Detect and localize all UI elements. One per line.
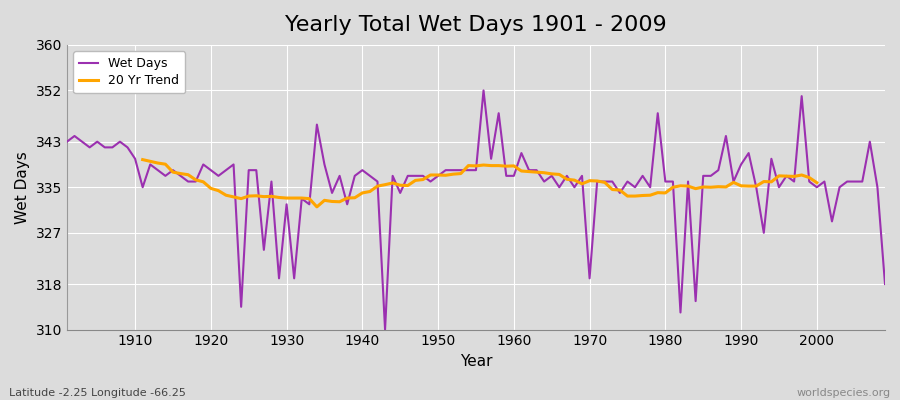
Wet Days: [615, 190, 626, 195]
Y-axis label: Wet Days: Wet Days: [15, 151, 30, 224]
Wet Days: [334, 174, 345, 178]
20 Yr Trend: [349, 195, 360, 200]
Line: 20 Yr Trend: 20 Yr Trend: [143, 160, 817, 207]
20 Yr Trend: [311, 204, 322, 209]
Wet Days: [380, 327, 391, 332]
20 Yr Trend: [706, 185, 716, 190]
Wet Days: [289, 276, 300, 281]
Wet Days: [61, 139, 72, 144]
20 Yr Trend: [788, 174, 799, 179]
20 Yr Trend: [229, 194, 239, 199]
Line: Wet Days: Wet Days: [67, 90, 885, 330]
Text: Latitude -2.25 Longitude -66.25: Latitude -2.25 Longitude -66.25: [9, 388, 186, 398]
Wet Days: [879, 282, 890, 286]
Wet Days: [122, 145, 133, 150]
Wet Days: [524, 168, 535, 172]
X-axis label: Year: Year: [460, 354, 492, 369]
20 Yr Trend: [721, 184, 732, 189]
Legend: Wet Days, 20 Yr Trend: Wet Days, 20 Yr Trend: [73, 51, 185, 93]
Text: worldspecies.org: worldspecies.org: [796, 388, 891, 398]
Title: Yearly Total Wet Days 1901 - 2009: Yearly Total Wet Days 1901 - 2009: [285, 15, 667, 35]
20 Yr Trend: [615, 188, 626, 192]
20 Yr Trend: [812, 180, 823, 185]
Wet Days: [478, 88, 489, 93]
Wet Days: [516, 151, 526, 156]
20 Yr Trend: [138, 157, 148, 162]
